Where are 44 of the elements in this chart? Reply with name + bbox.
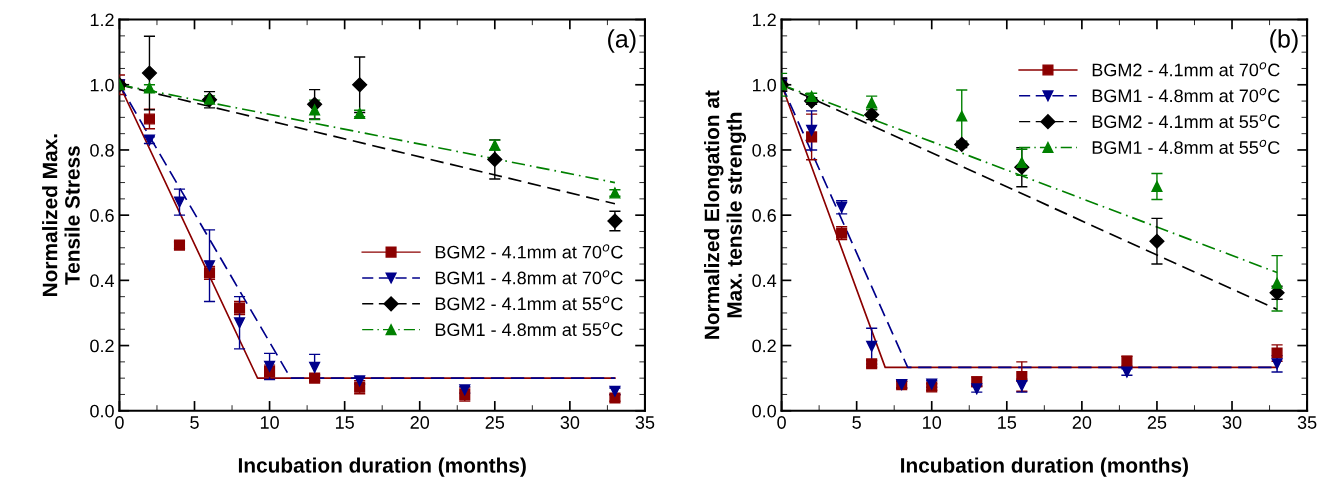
x-tick-label: 20 [1072, 416, 1092, 429]
annotation: (b) [1270, 29, 1298, 53]
x-tick-label: 10 [923, 416, 942, 429]
x-tick-label: 35 [1297, 416, 1317, 429]
legend-label: BGM2 - 4.1mm at 70$^{o}$C [435, 244, 623, 259]
x-tick-label: 10 [260, 416, 279, 429]
y-tick-label: 0.8 [752, 143, 776, 157]
y-tick-label: 0.8 [90, 143, 114, 157]
legend-label: BGM2 - 4.1mm at 70$^{o}$C [1092, 62, 1280, 77]
y-axis-title: Normalized Max. Tensile Stress [42, 134, 80, 296]
y-tick-label: 0.4 [90, 274, 115, 288]
x-tick-label: 35 [635, 416, 655, 429]
x-tick-label: 0 [777, 416, 786, 429]
y-tick-label: 0.2 [752, 339, 776, 353]
x-tick-label: 30 [560, 416, 580, 429]
y-tick-label: 0.0 [90, 404, 114, 418]
x-tick-label: 5 [852, 416, 861, 429]
y-tick-label: 1.2 [90, 13, 114, 27]
legend-label: BGM2 - 4.1mm at 55$^{o}$C [1092, 113, 1280, 129]
y-axis-title: Normalized Elongation at Max. tensile strength [704, 90, 747, 339]
x-tick-label: 30 [1222, 416, 1242, 429]
legend-label: BGM1 - 4.8mm at 70$^{o}$C [1092, 88, 1280, 103]
x-tick-label: 25 [1147, 416, 1167, 429]
x-axis-title: Incubation duration (months) [238, 457, 526, 477]
y-tick-label: 0.4 [752, 274, 777, 288]
x-axis-title: Incubation duration (months) [901, 457, 1188, 477]
x-tick-label: 5 [190, 416, 199, 429]
legend-label: BGM1 - 4.8mm at 70$^{o}$C [435, 270, 623, 285]
y-tick-label: 0.0 [752, 404, 777, 418]
x-tick-label: 15 [335, 416, 354, 429]
y-tick-label: 1.2 [753, 13, 776, 27]
legend-label: BGM1 - 4.8mm at 55$^{o}$C [435, 321, 623, 337]
y-tick-label: 0.6 [752, 209, 776, 222]
x-tick-label: 25 [485, 416, 505, 429]
x-tick-label: 0 [115, 416, 124, 429]
legend-label: BGM2 - 4.1mm at 55$^{o}$C [435, 296, 623, 311]
x-tick-label: 20 [410, 416, 430, 429]
annotation: (a) [608, 29, 636, 53]
legend-label: BGM1 - 4.8mm at 55$^{o}$C [1092, 139, 1280, 154]
y-tick-label: 0.6 [90, 209, 114, 222]
y-tick-label: 1.0 [90, 78, 114, 92]
y-tick-label: 0.2 [90, 339, 114, 353]
x-tick-label: 15 [998, 416, 1017, 429]
y-tick-label: 1.0 [753, 78, 777, 92]
